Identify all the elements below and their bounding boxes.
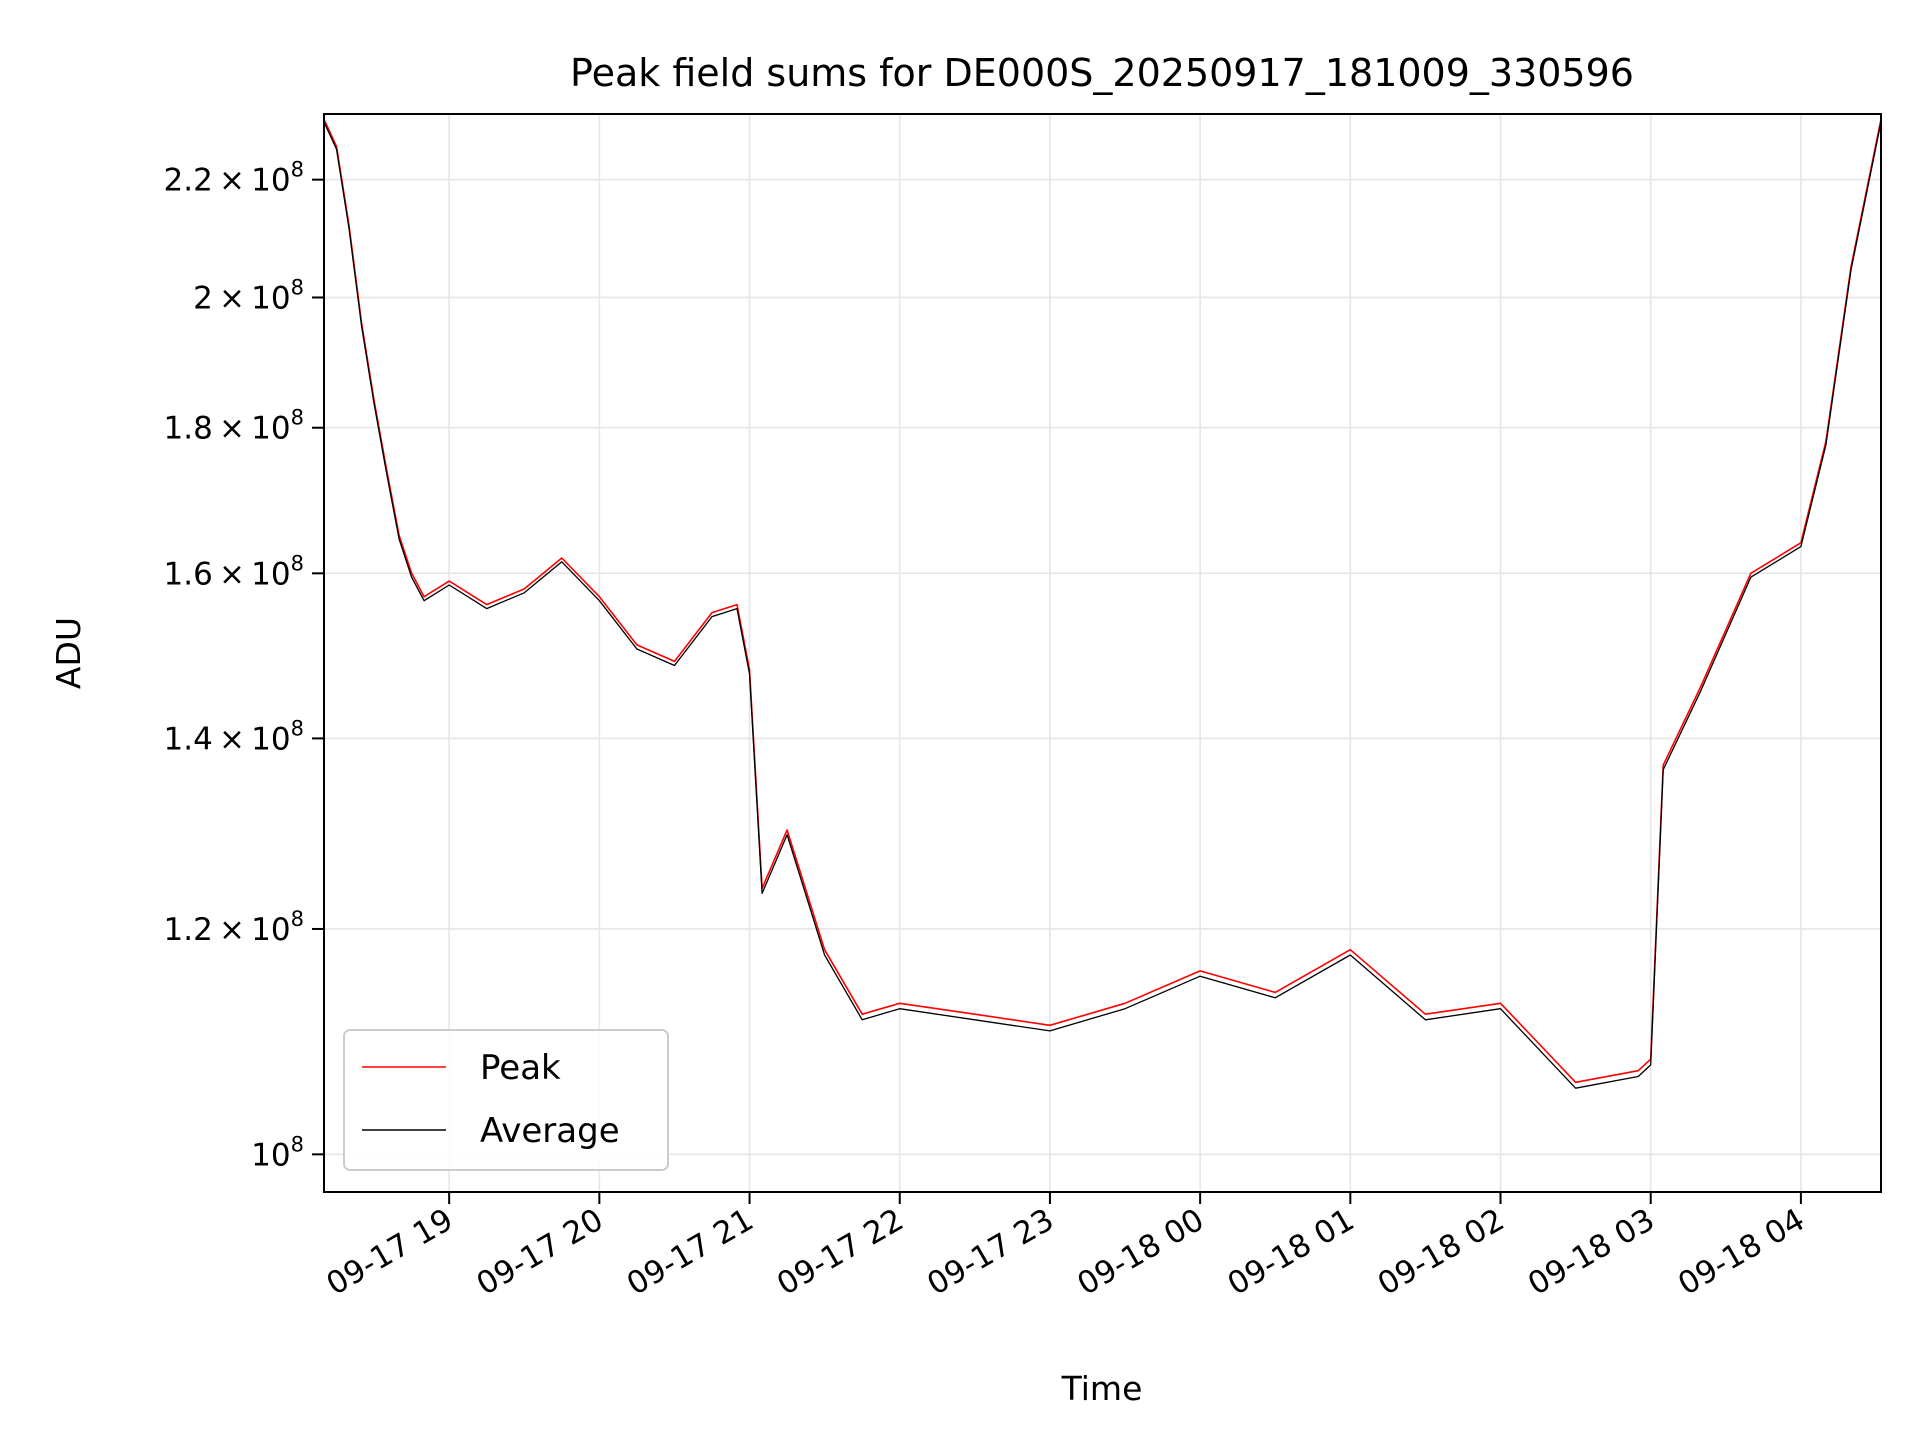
plot-frame (323, 113, 1882, 1193)
x-axis-label: Time (1061, 1369, 1143, 1408)
legend-average-label: Average (480, 1111, 620, 1151)
legend-box (343, 1029, 669, 1171)
grid (324, 114, 1881, 1192)
legend-peak-label: Peak (480, 1048, 561, 1088)
y-tick-label: 1.2 × 108 (164, 907, 304, 948)
chart-title: Peak field sums for DE000S_20250917_1810… (570, 51, 1634, 95)
y-tick-label: 1.4 × 108 (164, 716, 304, 757)
y-tick-label: 1.6 × 108 (164, 551, 304, 592)
y-tick-label: 1.8 × 108 (164, 406, 304, 447)
legend: Peak Average (343, 1029, 669, 1171)
y-axis-label: ADU (49, 617, 88, 689)
plot-series (323, 118, 1882, 1089)
y-tick-label: 2.2 × 108 (164, 158, 304, 199)
y-tick-label: 108 (251, 1132, 304, 1173)
y-axis: 108 1.2 × 108 1.4 × 108 1.6 × 108 1.8 × 108 2… (164, 158, 324, 1173)
y-tick-label: 2 × 108 (193, 275, 304, 316)
series-line-average (323, 121, 1882, 1089)
